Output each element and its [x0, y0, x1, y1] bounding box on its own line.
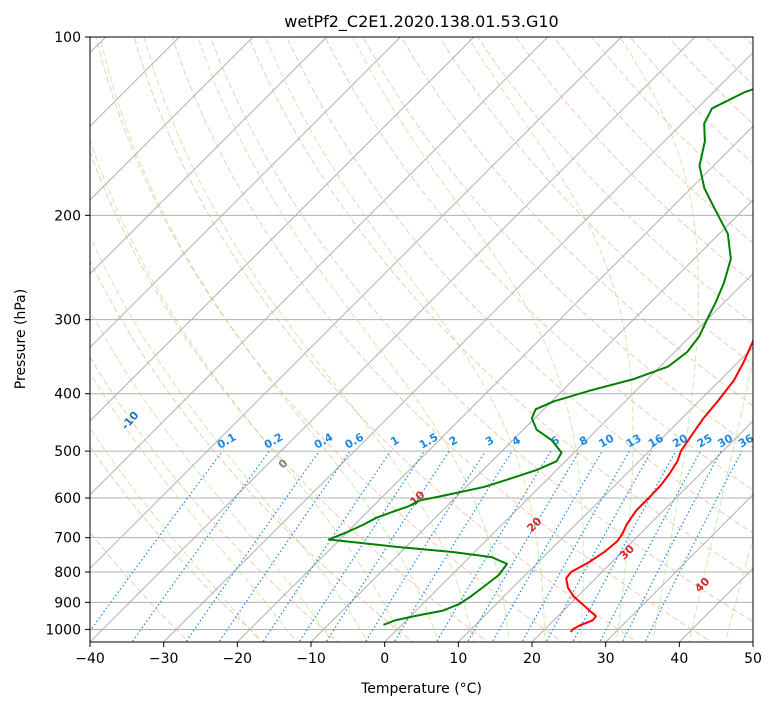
- isotherm-line: [457, 346, 753, 642]
- dry-adiabat-line: [90, 150, 489, 642]
- dry-adiabat-line: [90, 531, 190, 642]
- isotherm-line: [90, 37, 696, 642]
- mixing-ratio-line: [364, 450, 486, 642]
- x-tick-label: 0: [380, 651, 389, 667]
- y-axis-ticks: 100 200 300 400 500 600 700 800 900 1000: [45, 30, 90, 638]
- x-tick-label: −10: [296, 651, 326, 667]
- isotherm-gridlines: [90, 37, 753, 642]
- x-tick-label: 10: [449, 651, 467, 667]
- dry-adiabat-line: [400, 37, 753, 407]
- y-tick-label: 800: [54, 565, 81, 581]
- moist-adiabat-line: [265, 37, 546, 642]
- dry-adiabat-line: [286, 37, 753, 534]
- isotherm-line: [163, 51, 753, 642]
- chart-title: wetPf2_C2E1.2020.138.01.53.G10: [284, 12, 558, 32]
- moist-adiabat-line: [90, 427, 261, 642]
- dry-adiabat-line: [209, 37, 753, 623]
- isotherm-line: [384, 272, 753, 642]
- isotherm-line: [90, 37, 254, 201]
- y-tick-label: 300: [54, 313, 81, 329]
- temperature-profile-line: [565, 338, 753, 633]
- plot-frame: [89, 36, 754, 643]
- x-tick-label: −20: [223, 651, 253, 667]
- x-tick-label: 20: [523, 651, 541, 667]
- dry-adiabat-line: [95, 37, 564, 642]
- x-tick-label: −40: [75, 651, 105, 667]
- isotherm-line: [605, 493, 753, 642]
- isotherm-line: [90, 37, 475, 422]
- isobar-gridlines: [90, 37, 753, 630]
- x-axis-label: Temperature (°C): [360, 681, 482, 697]
- mixing-ratio-line: [466, 450, 580, 642]
- moist-adiabat-line: [99, 37, 440, 642]
- moist-adiabat-line: [90, 309, 333, 642]
- isotherm-line: [531, 420, 753, 642]
- moist-adiabat-line: [619, 37, 700, 642]
- x-tick-label: 50: [744, 651, 762, 667]
- mixing-ratio-line: [298, 450, 425, 642]
- mixing-ratio-line: [262, 450, 392, 642]
- mixing-ratio-line: [599, 450, 702, 642]
- sounding-profiles: [327, 88, 753, 633]
- x-tick-label: 30: [597, 651, 615, 667]
- mixing-ratio-lines: [90, 450, 743, 642]
- mixing-ratio-line: [131, 450, 270, 642]
- moist-adiabat-line: [352, 37, 584, 642]
- dry-adiabat-line: [248, 37, 753, 578]
- x-tick-label: 40: [670, 651, 688, 667]
- mixing-ratio-line: [325, 450, 450, 642]
- dry-adiabat-line: [90, 356, 339, 642]
- plot-area: 0.10.20.40.611.52346810131620253036-100-…: [90, 37, 756, 642]
- isotherm-line: [90, 37, 549, 496]
- dry-adiabat-line: [324, 37, 753, 491]
- y-tick-label: 700: [54, 531, 81, 547]
- x-tick-label: −30: [149, 651, 179, 667]
- mixing-ratio-line: [90, 450, 223, 632]
- moist-adiabat-line: [90, 234, 369, 642]
- dry-adiabat-line: [515, 37, 753, 284]
- mixing-ratio-line: [185, 450, 320, 642]
- dry-adiabat-line: [90, 259, 414, 642]
- moist-adiabat-line: [90, 371, 297, 642]
- moist-adiabats: [90, 37, 753, 642]
- y-tick-label: 600: [54, 491, 81, 507]
- x-axis-ticks: −40 −30 −20 −10 0 10 20 30 40 50: [75, 642, 762, 667]
- dewpoint-profile-line: [327, 88, 753, 626]
- isotherm-line: [90, 37, 401, 349]
- mixing-ratio-line: [393, 450, 513, 642]
- y-tick-label: 900: [54, 595, 81, 611]
- mixing-ratio-label: 36: [736, 431, 756, 450]
- moist-adiabat-line: [467, 37, 634, 642]
- dry-adiabat-line: [438, 37, 753, 366]
- mixing-ratio-line: [621, 450, 722, 642]
- y-axis-label: Pressure (hPa): [13, 289, 29, 389]
- dry-adiabat-line: [171, 37, 713, 642]
- y-tick-label: 200: [54, 208, 81, 224]
- isotherm-line: [90, 37, 328, 275]
- y-tick-label: 1000: [45, 622, 81, 638]
- mixing-ratio-line: [218, 450, 351, 642]
- y-tick-label: 400: [54, 387, 81, 403]
- y-tick-label: 100: [54, 30, 81, 46]
- y-tick-label: 500: [54, 444, 81, 460]
- moist-adiabat-line: [90, 138, 404, 642]
- isotherm-line: [90, 37, 622, 570]
